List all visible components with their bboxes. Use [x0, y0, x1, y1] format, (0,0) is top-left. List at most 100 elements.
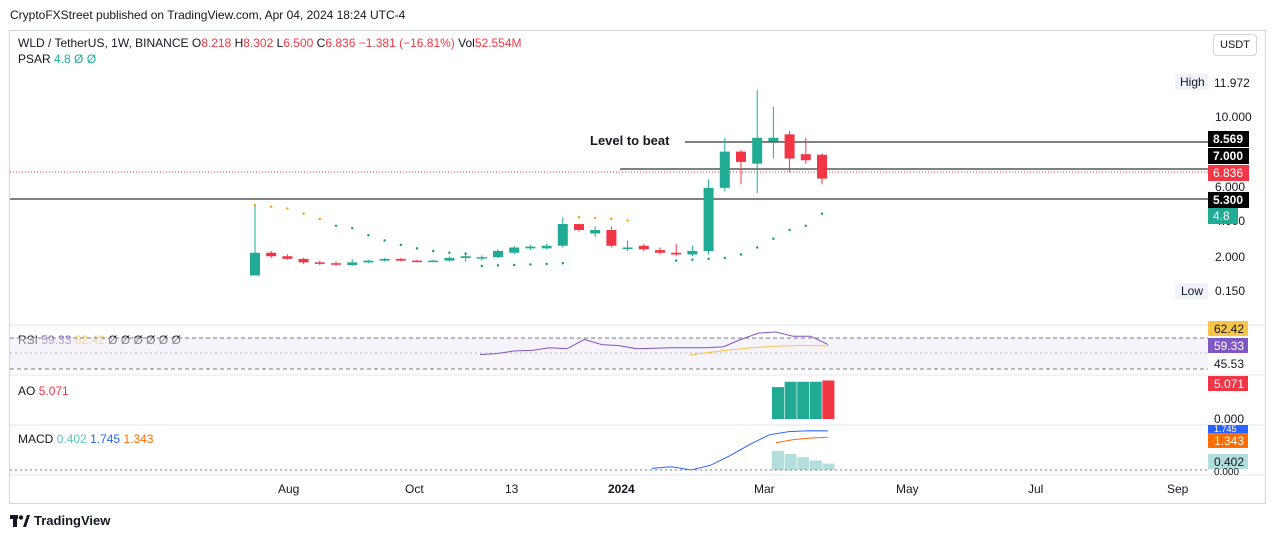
macd-hist-bar[interactable] — [809, 460, 822, 470]
volume-label: Vol — [458, 36, 475, 50]
psar-dot — [496, 264, 500, 267]
candle-body[interactable] — [687, 251, 698, 255]
rsi-ma-line[interactable] — [689, 344, 829, 356]
ao-bar[interactable] — [809, 381, 822, 419]
candle-body[interactable] — [638, 245, 649, 250]
close-label: C — [316, 36, 326, 50]
psar-price-tag: 4.8 — [1213, 209, 1230, 223]
psar-tag-bg — [1208, 208, 1238, 224]
macd-signal-value: 1.343 — [123, 432, 154, 446]
ao-bar[interactable] — [772, 387, 784, 419]
psar-dot — [545, 262, 548, 266]
time-tick-mar: Mar — [754, 482, 775, 496]
candle-body[interactable] — [395, 258, 406, 261]
macd-hist-bar[interactable] — [772, 450, 784, 470]
ao-legend[interactable]: AO 5.071 — [18, 384, 69, 398]
candle-body[interactable] — [817, 154, 827, 179]
low-axis-label: Low — [1181, 284, 1203, 298]
psar-dot — [351, 227, 354, 230]
psar-label: PSAR — [18, 52, 51, 66]
open-value: 8.218 — [201, 36, 232, 50]
candle-body[interactable] — [428, 260, 439, 263]
publisher-line: CryptoFXStreet published on TradingView.… — [10, 8, 406, 22]
candle-body[interactable] — [363, 260, 374, 263]
tradingview-footer[interactable]: TradingView — [10, 513, 110, 528]
time-tick-2024: 2024 — [608, 482, 635, 496]
candle-body[interactable] — [590, 230, 601, 234]
candle-body[interactable] — [476, 257, 487, 259]
candle-body[interactable] — [282, 256, 293, 259]
level-to-beat-annotation[interactable]: Level to beat — [590, 133, 670, 148]
level-tag-5300-bg — [1208, 192, 1249, 208]
ao-value: 5.071 — [38, 384, 69, 398]
candle-body[interactable] — [800, 154, 811, 161]
candle-body[interactable] — [752, 137, 763, 164]
high-axis-label: High — [1180, 75, 1205, 89]
rsi-line[interactable] — [479, 331, 829, 356]
candle-body[interactable] — [460, 256, 471, 258]
candle-body[interactable] — [314, 262, 325, 264]
psar-params: 4.8 Ø Ø — [54, 52, 97, 66]
time-tick-oct: Oct — [405, 482, 424, 496]
level-tag-7000-bg — [1208, 148, 1249, 164]
macd-signal-tag-bg — [1208, 433, 1248, 448]
time-tick-jul: Jul — [1028, 482, 1043, 496]
psar-dot — [383, 239, 386, 242]
candle-body[interactable] — [331, 263, 341, 265]
symbol-label[interactable]: WLD / TetherUS, 1W, BINANCE — [18, 36, 189, 50]
candle-body[interactable] — [736, 151, 746, 162]
candle-body[interactable] — [347, 262, 358, 265]
macd-line-value: 1.745 — [90, 432, 121, 446]
macd-signal-line[interactable] — [775, 436, 829, 444]
candle-body[interactable] — [655, 250, 665, 253]
macd-line[interactable] — [651, 430, 829, 471]
ao-bar[interactable] — [784, 381, 797, 419]
macd-legend[interactable]: MACD 0.402 1.745 1.343 — [18, 432, 153, 446]
macd-hist-bar[interactable] — [797, 457, 810, 470]
candle-body[interactable] — [541, 245, 552, 249]
currency-button[interactable]: USDT — [1213, 34, 1257, 56]
candle-body[interactable] — [784, 134, 795, 159]
candle-body[interactable] — [525, 246, 536, 249]
low-label: L — [276, 36, 284, 50]
ao-bar[interactable] — [822, 380, 835, 419]
candle-body[interactable] — [250, 252, 260, 276]
rsi-tag: 59.33 — [1214, 339, 1244, 353]
level-tag-8569-bg — [1208, 131, 1249, 147]
candle-body[interactable] — [509, 247, 520, 253]
psar-dot — [270, 205, 273, 208]
level-tag-7000: 7.000 — [1213, 149, 1243, 163]
macd-hist-tag-bg — [1208, 454, 1248, 469]
candles-group — [250, 90, 827, 276]
psar-dot — [707, 257, 710, 261]
candle-body[interactable] — [412, 260, 422, 263]
ao-tick-0: 0.000 — [1214, 412, 1244, 426]
ao-tag: 5.071 — [1214, 377, 1244, 391]
psar-legend[interactable]: PSAR 4.8 Ø Ø — [18, 52, 96, 66]
time-tick-aug: Aug — [278, 482, 299, 496]
high-value: 8.302 — [243, 36, 274, 50]
candle-body[interactable] — [703, 187, 714, 251]
candle-body[interactable] — [557, 224, 568, 246]
candle-body[interactable] — [493, 251, 503, 258]
candle-body[interactable] — [266, 252, 277, 257]
candle-body[interactable] — [606, 230, 617, 246]
macd-hist-bar[interactable] — [822, 463, 835, 470]
psar-dot — [561, 262, 564, 265]
candle-body[interactable] — [719, 151, 730, 188]
psar-dot — [529, 263, 532, 266]
candle-body[interactable] — [768, 137, 779, 142]
psar-dots-group — [253, 203, 824, 268]
psar-dot — [464, 252, 467, 255]
chart-frame — [9, 30, 1266, 504]
candle-body[interactable] — [622, 247, 633, 250]
candle-body[interactable] — [574, 224, 584, 230]
macd-hist-bar[interactable] — [784, 454, 797, 470]
candle-body[interactable] — [671, 252, 682, 255]
candle-body[interactable] — [379, 258, 390, 261]
candle-body[interactable] — [298, 258, 309, 263]
candle-body[interactable] — [444, 258, 455, 261]
psar-dot — [610, 217, 613, 221]
ao-bar[interactable] — [797, 381, 810, 419]
